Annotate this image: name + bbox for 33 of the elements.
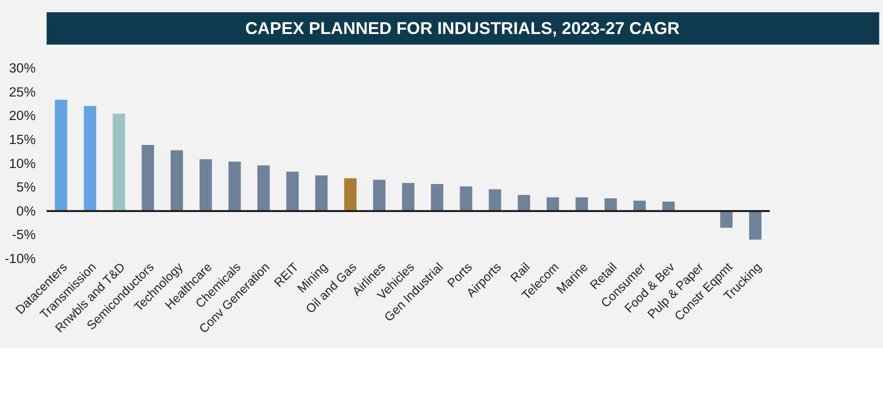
- y-tick-label: 20%: [9, 108, 36, 124]
- bar: [749, 211, 762, 240]
- y-tick-label: 5%: [16, 180, 36, 195]
- bar: [315, 175, 328, 212]
- bar: [84, 106, 96, 212]
- bar: [460, 186, 472, 212]
- bar: [170, 150, 183, 212]
- bar: [402, 183, 414, 212]
- bar: [286, 172, 299, 212]
- y-tick-label: -5%: [12, 227, 36, 242]
- bar: [430, 184, 444, 212]
- y-tick-label: 30%: [9, 60, 36, 76]
- bar: [546, 197, 560, 212]
- bar: [200, 159, 212, 212]
- y-tick-label: 0%: [16, 203, 36, 218]
- bar: [344, 178, 357, 212]
- y-tick-label: 15%: [9, 132, 36, 148]
- bar: [257, 165, 270, 212]
- y-tick-label: 25%: [9, 84, 36, 100]
- bar: [633, 200, 646, 212]
- bar: [54, 100, 68, 212]
- bar: [142, 144, 154, 212]
- bar: [518, 194, 530, 212]
- bar: [488, 189, 502, 212]
- bar: [373, 180, 386, 212]
- y-tick-label: -10%: [4, 250, 36, 266]
- chart-title: CAPEX PLANNED FOR INDUSTRIALS, 2023-27 CAGR: [245, 19, 680, 38]
- bar: [576, 197, 588, 212]
- bar: [720, 211, 733, 228]
- y-tick-label: 10%: [9, 156, 36, 171]
- bar: [112, 114, 126, 212]
- bar: [604, 198, 617, 212]
- bar: [228, 162, 241, 212]
